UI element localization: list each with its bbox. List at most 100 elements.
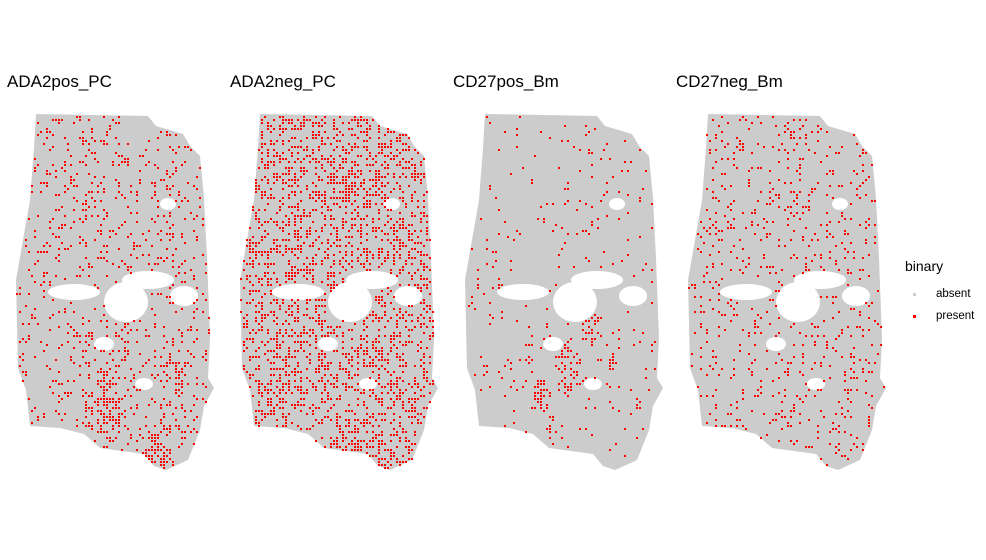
present-spot	[249, 251, 251, 253]
present-spot	[64, 137, 66, 139]
present-spot	[124, 350, 126, 352]
present-spot	[297, 389, 299, 391]
present-spot	[199, 197, 201, 199]
present-spot	[531, 344, 533, 346]
present-spot	[342, 227, 344, 229]
present-spot	[399, 284, 401, 286]
present-spot	[294, 404, 296, 406]
present-spot	[354, 176, 356, 178]
present-spot	[363, 248, 365, 250]
present-spot	[40, 131, 42, 133]
present-spot	[252, 284, 254, 286]
tissue-gap	[609, 198, 625, 210]
present-spot	[324, 356, 326, 358]
present-spot	[393, 224, 395, 226]
present-spot	[160, 356, 162, 358]
present-spot	[118, 416, 120, 418]
present-spot	[46, 251, 48, 253]
present-spot	[351, 386, 353, 388]
present-spot	[273, 197, 275, 199]
present-spot	[351, 185, 353, 187]
present-spot	[399, 212, 401, 214]
present-spot	[318, 380, 320, 382]
present-spot	[645, 263, 647, 265]
present-spot	[396, 236, 398, 238]
present-spot	[408, 284, 410, 286]
present-spot	[390, 452, 392, 454]
present-spot	[264, 386, 266, 388]
present-spot	[324, 305, 326, 307]
present-spot	[103, 446, 105, 448]
present-spot	[303, 122, 305, 124]
present-spot	[252, 356, 254, 358]
present-spot	[853, 170, 855, 172]
present-spot	[336, 176, 338, 178]
present-spot	[288, 278, 290, 280]
present-spot	[270, 161, 272, 163]
present-spot	[423, 353, 425, 355]
present-spot	[157, 443, 159, 445]
present-spot	[327, 284, 329, 286]
present-spot	[645, 368, 647, 370]
present-spot	[94, 359, 96, 361]
present-spot	[342, 149, 344, 151]
present-spot	[366, 164, 368, 166]
present-spot	[366, 431, 368, 433]
present-spot	[112, 428, 114, 430]
present-spot	[28, 335, 30, 337]
present-spot	[273, 299, 275, 301]
present-spot	[384, 326, 386, 328]
present-spot	[330, 326, 332, 328]
present-spot	[366, 260, 368, 262]
present-spot	[348, 329, 350, 331]
present-spot	[354, 224, 356, 226]
present-spot	[390, 227, 392, 229]
present-spot	[294, 332, 296, 334]
present-spot	[255, 419, 257, 421]
present-spot	[859, 185, 861, 187]
present-spot	[351, 449, 353, 451]
present-spot	[184, 437, 186, 439]
present-spot	[841, 356, 843, 358]
present-spot	[279, 389, 281, 391]
present-spot	[366, 353, 368, 355]
present-spot	[85, 416, 87, 418]
present-spot	[369, 395, 371, 397]
present-spot	[327, 278, 329, 280]
present-spot	[378, 176, 380, 178]
present-spot	[154, 194, 156, 196]
present-spot	[345, 188, 347, 190]
present-spot	[363, 179, 365, 181]
present-spot	[787, 362, 789, 364]
present-spot	[49, 149, 51, 151]
present-spot	[85, 155, 87, 157]
present-spot	[252, 395, 254, 397]
present-spot	[88, 149, 90, 151]
present-spot	[312, 137, 314, 139]
present-spot	[868, 224, 870, 226]
present-spot	[109, 125, 111, 127]
present-spot	[384, 224, 386, 226]
present-spot	[778, 197, 780, 199]
present-spot	[423, 308, 425, 310]
present-spot	[306, 389, 308, 391]
present-spot	[847, 326, 849, 328]
present-spot	[799, 167, 801, 169]
present-spot	[303, 212, 305, 214]
present-spot	[730, 185, 732, 187]
present-spot	[357, 260, 359, 262]
present-spot	[31, 191, 33, 193]
present-spot	[321, 263, 323, 265]
present-spot	[414, 380, 416, 382]
present-spot	[184, 260, 186, 262]
present-spot	[754, 344, 756, 346]
present-spot	[336, 134, 338, 136]
present-spot	[151, 455, 153, 457]
present-spot	[282, 158, 284, 160]
present-spot	[540, 383, 542, 385]
present-spot	[784, 416, 786, 418]
present-spot	[573, 356, 575, 358]
present-spot	[429, 281, 431, 283]
present-spot	[357, 194, 359, 196]
present-spot	[393, 131, 395, 133]
